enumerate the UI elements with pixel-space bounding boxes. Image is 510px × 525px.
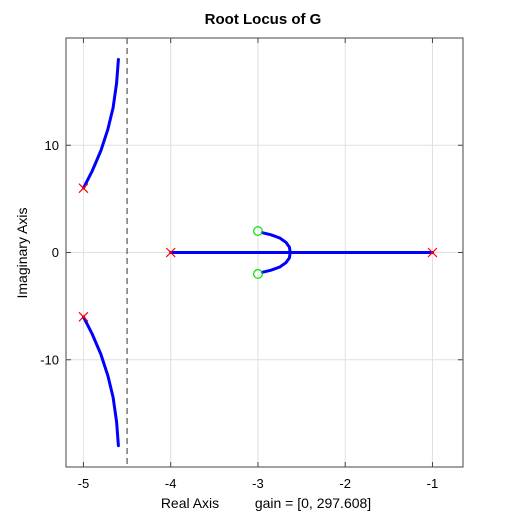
y-tick-label: -10 — [40, 352, 59, 367]
y-tick-label: 10 — [45, 138, 59, 153]
locus-branch — [260, 231, 292, 254]
locus-branch — [82, 315, 120, 448]
gain-label: gain = [0, 297.608] — [255, 495, 371, 511]
zero-marker — [253, 269, 263, 279]
axis-ticks: -5 -4 -3 -2 -1 -10 0 10 — [40, 38, 463, 491]
x-tick-label: -4 — [165, 476, 177, 491]
pole-marker — [78, 183, 89, 194]
x-tick-label: -2 — [339, 476, 351, 491]
zero-marker — [253, 226, 263, 236]
x-tick-label: -5 — [78, 476, 90, 491]
x-tick-label: -1 — [427, 476, 439, 491]
x-axis-label: Real Axis — [161, 495, 219, 511]
y-tick-label: 0 — [52, 245, 59, 260]
locus-branch — [82, 58, 120, 190]
locus-branches — [82, 58, 434, 448]
locus-branch — [260, 251, 292, 274]
pole-marker — [78, 311, 89, 322]
chart-title: Root Locus of G — [205, 11, 322, 28]
pole-marker — [427, 247, 438, 258]
pole-zero-markers — [78, 183, 438, 322]
x-tick-label: -3 — [252, 476, 264, 491]
pole-marker — [165, 247, 176, 258]
y-axis-label: Imaginary Axis — [14, 207, 30, 298]
